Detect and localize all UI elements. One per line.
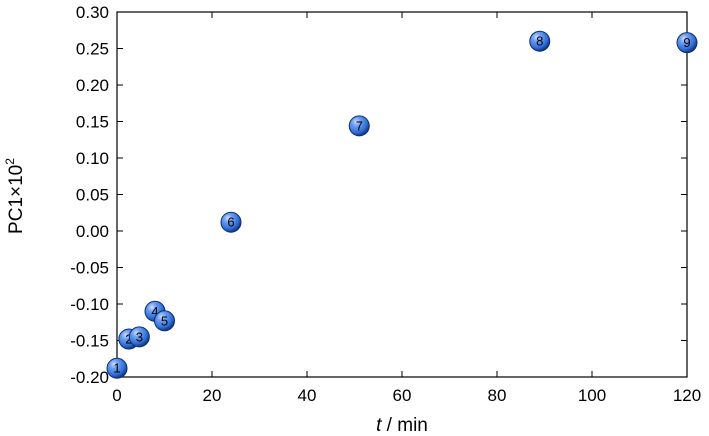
data-points: 12 345 6 7 8 9 bbox=[106, 30, 698, 379]
data-point-marker bbox=[676, 32, 698, 54]
y-axis-label-main: PC1×10 bbox=[6, 165, 27, 234]
data-point-label: 7 bbox=[356, 118, 363, 133]
axis-ticks bbox=[116, 11, 688, 378]
y-tick-label: 0.00 bbox=[76, 222, 109, 241]
data-point-1: 1 bbox=[106, 357, 128, 379]
data-point-label: 6 bbox=[227, 215, 234, 230]
data-point-marker bbox=[529, 30, 551, 52]
data-point-3: 3 bbox=[128, 326, 150, 348]
y-tick-label: 0.25 bbox=[76, 40, 109, 59]
x-axis-label: t / min bbox=[376, 415, 428, 436]
x-tick-label: 120 bbox=[673, 386, 701, 405]
data-point-8: 8 bbox=[529, 30, 551, 52]
x-tick-label: 40 bbox=[298, 386, 317, 405]
data-point-marker bbox=[348, 115, 370, 137]
y-tick-label: -0.05 bbox=[70, 259, 109, 278]
data-point-9: 9 bbox=[676, 32, 698, 54]
y-tick-label: -0.20 bbox=[70, 368, 109, 387]
x-tick-label: 20 bbox=[203, 386, 222, 405]
y-tick-label: 0.10 bbox=[76, 149, 109, 168]
x-tick-label: 80 bbox=[488, 386, 507, 405]
y-axis-label: PC1×102 bbox=[3, 158, 27, 234]
y-tick-label: 0.30 bbox=[76, 3, 109, 22]
data-point-marker bbox=[106, 357, 128, 379]
data-point-5: 5 bbox=[154, 310, 175, 332]
plot-frame bbox=[116, 11, 688, 378]
data-point-label: 9 bbox=[683, 35, 690, 50]
data-point-7: 7 bbox=[348, 115, 370, 137]
x-axis-label-italic: t bbox=[376, 415, 382, 436]
y-tick-label: 0.15 bbox=[76, 113, 109, 132]
tick-labels: 0 20 40 60 80 100 120 -0.20 -0.15 -0.10 -0.05 0.00 0… bbox=[70, 3, 701, 405]
y-axis-label-superscript: 2 bbox=[3, 158, 17, 165]
data-point-label: 8 bbox=[536, 34, 543, 49]
data-point-label: 1 bbox=[113, 361, 120, 376]
y-tick-label: 0.05 bbox=[76, 186, 109, 205]
x-axis-label-rest: / min bbox=[381, 415, 427, 436]
data-point-label: 2 bbox=[125, 332, 132, 347]
data-point-marker bbox=[154, 310, 175, 332]
x-tick-label: 0 bbox=[112, 386, 121, 405]
data-point-6: 6 bbox=[220, 211, 242, 233]
data-point-label: 4 bbox=[151, 304, 158, 319]
x-tick-label: 100 bbox=[578, 386, 606, 405]
data-point-label: 3 bbox=[136, 329, 143, 344]
data-point-label: 5 bbox=[161, 313, 168, 328]
y-tick-label: -0.15 bbox=[70, 332, 109, 351]
data-point-marker bbox=[128, 326, 150, 348]
y-tick-label: 0.20 bbox=[76, 76, 109, 95]
data-point-marker bbox=[220, 211, 242, 233]
x-tick-label: 60 bbox=[393, 386, 412, 405]
y-tick-label: -0.10 bbox=[70, 295, 109, 314]
